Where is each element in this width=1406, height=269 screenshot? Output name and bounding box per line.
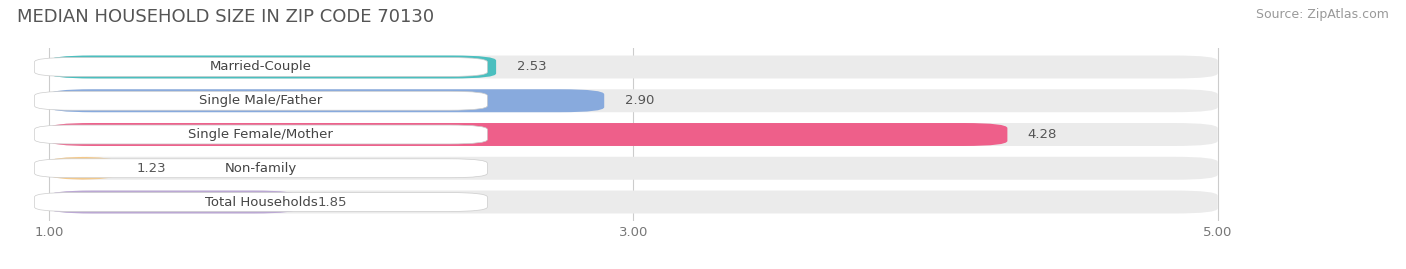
- Text: Single Female/Mother: Single Female/Mother: [188, 128, 333, 141]
- FancyBboxPatch shape: [49, 157, 1218, 180]
- Text: Source: ZipAtlas.com: Source: ZipAtlas.com: [1256, 8, 1389, 21]
- FancyBboxPatch shape: [35, 125, 488, 144]
- FancyBboxPatch shape: [49, 123, 1007, 146]
- Text: Single Male/Father: Single Male/Father: [200, 94, 322, 107]
- Text: 4.28: 4.28: [1028, 128, 1057, 141]
- FancyBboxPatch shape: [35, 193, 488, 211]
- FancyBboxPatch shape: [35, 159, 488, 178]
- Text: Non-family: Non-family: [225, 162, 297, 175]
- FancyBboxPatch shape: [35, 91, 488, 110]
- FancyBboxPatch shape: [35, 58, 488, 76]
- FancyBboxPatch shape: [49, 89, 1218, 112]
- FancyBboxPatch shape: [49, 55, 1218, 79]
- FancyBboxPatch shape: [49, 55, 496, 79]
- Text: 2.90: 2.90: [624, 94, 654, 107]
- Text: 1.85: 1.85: [318, 196, 347, 208]
- Text: Total Households: Total Households: [204, 196, 318, 208]
- Text: 2.53: 2.53: [516, 61, 546, 73]
- FancyBboxPatch shape: [49, 123, 1218, 146]
- Text: MEDIAN HOUSEHOLD SIZE IN ZIP CODE 70130: MEDIAN HOUSEHOLD SIZE IN ZIP CODE 70130: [17, 8, 434, 26]
- Text: 1.23: 1.23: [136, 162, 166, 175]
- FancyBboxPatch shape: [49, 89, 605, 112]
- Text: Married-Couple: Married-Couple: [209, 61, 312, 73]
- FancyBboxPatch shape: [49, 190, 1218, 214]
- FancyBboxPatch shape: [49, 190, 298, 214]
- FancyBboxPatch shape: [49, 157, 117, 180]
